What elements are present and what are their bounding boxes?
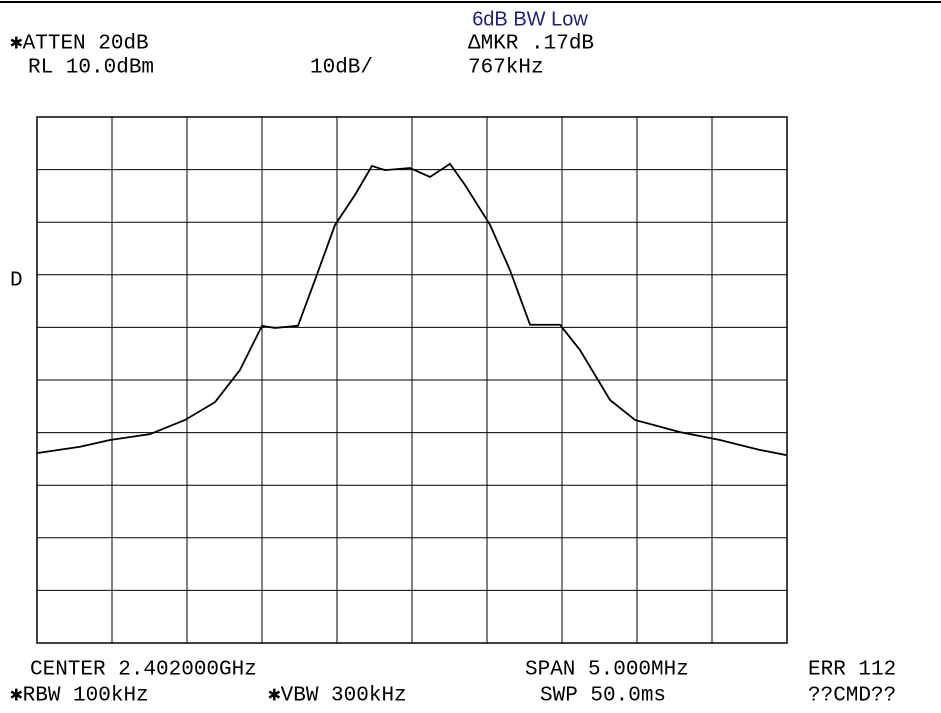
annotation: SWP 50.0ms: [540, 685, 666, 708]
annotation: SPAN 5.000MHz: [525, 659, 689, 682]
annotation: RL 10.0dBm: [28, 57, 154, 80]
annotation: ✱VBW 300kHz: [268, 685, 407, 708]
annotation: ✱ATTEN 20dB: [10, 33, 149, 56]
annotation: CENTER 2.402000GHz: [30, 659, 257, 682]
chart-title: 6dB BW Low: [472, 8, 588, 30]
annotation: D: [10, 270, 23, 293]
annotation: 10dB/: [310, 57, 373, 80]
annotation: ΔMKR .17dB: [468, 33, 594, 56]
annotation: ERR 112: [808, 659, 896, 682]
annotation: 767kHz: [468, 57, 544, 80]
annotation: ✱RBW 100kHz: [10, 685, 149, 708]
trace: [36, 162, 788, 457]
annotation: ??CMD??: [808, 685, 896, 708]
